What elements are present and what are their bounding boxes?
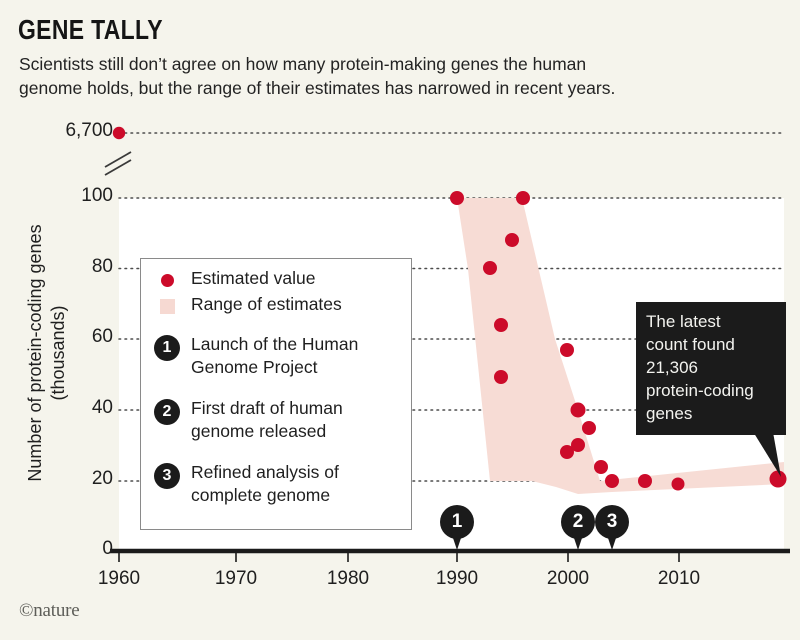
range-of-estimates-band — [457, 198, 784, 494]
data-point — [505, 233, 519, 247]
callout-line-5: genes — [646, 404, 693, 423]
data-point — [570, 402, 586, 418]
data-point — [483, 261, 497, 275]
y-axis-ticks: 6,700 100 80 60 40 20 0 — [0, 0, 113, 640]
legend-label-line-2: Genome Project — [191, 357, 318, 377]
legend-label-line-1: First draft of human — [191, 398, 343, 418]
callout-line-1: The latest — [646, 312, 721, 331]
ytick-6700: 6,700 — [65, 120, 113, 141]
legend-label-line-2: complete genome — [191, 485, 331, 505]
ytick-100: 100 — [81, 185, 113, 206]
data-point — [605, 474, 619, 488]
xtick-2010: 2010 — [657, 568, 701, 589]
legend-label-line-2: genome released — [191, 421, 327, 441]
data-point — [582, 421, 596, 435]
callout-line-3: 21,306 — [646, 358, 698, 377]
data-point — [494, 318, 508, 332]
legend-label: First draft of human genome released — [187, 397, 343, 443]
data-point — [560, 343, 574, 357]
event-marker-3-tail — [606, 532, 618, 550]
data-point-latest — [769, 470, 787, 488]
y-axis-label-line-1: Number of protein-coding genes — [25, 224, 45, 482]
event-marker-2-tail — [572, 532, 584, 550]
ytick-0: 0 — [102, 538, 113, 559]
legend-label: Range of estimates — [191, 294, 342, 314]
x-axis-ticks — [118, 553, 680, 562]
badge-1-icon: 1 — [147, 333, 187, 361]
data-point — [494, 370, 508, 384]
legend-item-event-2: 2 First draft of human genome released — [147, 397, 409, 443]
latest-count-callout: The latest count found 21,306 protein-co… — [636, 302, 786, 435]
xtick-1990: 1990 — [435, 568, 479, 589]
xtick-1960: 1960 — [97, 568, 141, 589]
data-point — [112, 126, 126, 140]
badge-3-label: 3 — [154, 463, 180, 489]
xtick-1970: 1970 — [214, 568, 258, 589]
data-point — [560, 445, 574, 459]
y-axis-break-icon — [104, 151, 132, 176]
event-marker-1-tail — [451, 532, 463, 550]
badge-1-label: 1 — [154, 335, 180, 361]
callout-line-4: protein-coding — [646, 381, 754, 400]
ytick-80: 80 — [91, 256, 113, 277]
page-subtitle: Scientists still don’t agree on how many… — [19, 52, 759, 100]
xtick-1980: 1980 — [326, 568, 370, 589]
y-axis-label-line-2: (thousands) — [48, 305, 68, 401]
xtick-2000: 2000 — [546, 568, 590, 589]
badge-3-icon: 3 — [147, 461, 187, 489]
event-marker-2: 2 — [561, 505, 595, 550]
subtitle-line-1: Scientists still don’t agree on how many… — [19, 54, 587, 74]
chart-legend: Estimated value Range of estimates 1 Lau… — [140, 258, 412, 530]
ytick-20: 20 — [91, 468, 113, 489]
legend-label: Launch of the Human Genome Project — [187, 333, 358, 379]
range-band-swatch-icon — [147, 293, 187, 314]
data-point — [671, 477, 685, 491]
event-marker-1-label: 1 — [440, 505, 474, 539]
ytick-60: 60 — [91, 326, 113, 347]
legend-label-line-1: Launch of the Human — [191, 334, 359, 354]
plot-axis-break-strip — [119, 133, 784, 198]
y-axis-label: Number of protein-coding genes (thousand… — [24, 203, 70, 503]
legend-label: Refined analysis of complete genome — [187, 461, 339, 507]
legend-label-line-1: Refined analysis of — [191, 462, 339, 482]
badge-2-label: 2 — [154, 399, 180, 425]
event-marker-3: 3 — [595, 505, 629, 550]
data-point — [594, 460, 608, 474]
legend-label: Estimated value — [191, 268, 316, 288]
legend-item-event-1: 1 Launch of the Human Genome Project — [147, 333, 409, 379]
callout-line-2: count found — [646, 335, 735, 354]
estimated-value-points — [112, 126, 787, 491]
data-point — [571, 438, 585, 452]
legend-item-range-of-estimates: Range of estimates — [147, 293, 407, 316]
data-point — [450, 191, 464, 205]
nature-credit: ©nature — [19, 600, 80, 621]
page-title: GENE TALLY — [18, 14, 163, 45]
ytick-40: 40 — [91, 397, 113, 418]
legend-item-estimated-value: Estimated value — [147, 267, 407, 290]
badge-2-icon: 2 — [147, 397, 187, 425]
event-marker-1: 1 — [440, 505, 474, 550]
data-point — [638, 474, 652, 488]
legend-item-event-3: 3 Refined analysis of complete genome — [147, 461, 409, 507]
data-point — [516, 191, 530, 205]
subtitle-line-2: genome holds, but the range of their est… — [19, 78, 616, 98]
estimated-value-dot-icon — [147, 267, 187, 287]
